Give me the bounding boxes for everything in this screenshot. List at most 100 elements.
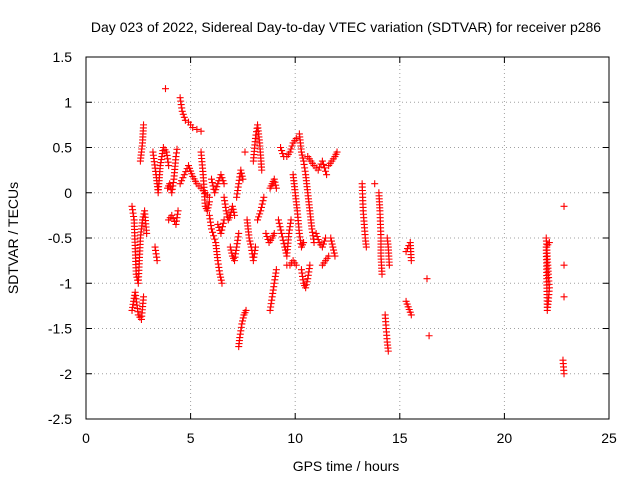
data-point (217, 229, 225, 237)
data-point (299, 154, 307, 162)
data-point (258, 200, 266, 208)
data-point (208, 175, 216, 183)
data-point (213, 183, 221, 191)
data-point (218, 174, 226, 182)
data-point (330, 246, 338, 254)
data-point (239, 317, 247, 325)
data-point (327, 237, 335, 245)
data-point (298, 151, 306, 159)
data-point (560, 261, 568, 269)
data-point (318, 157, 326, 165)
data-point (318, 243, 326, 251)
data-point (173, 145, 181, 153)
data-point (286, 148, 294, 156)
data-point (238, 169, 246, 177)
data-point (180, 113, 188, 121)
data-point (329, 243, 337, 251)
data-point (168, 211, 176, 219)
data-point (228, 202, 236, 210)
data-point (331, 252, 339, 260)
data-point (179, 110, 187, 118)
data-point (140, 293, 148, 301)
y-tick-label: 1.5 (53, 49, 73, 65)
data-point (214, 220, 222, 228)
gridlines (86, 57, 609, 419)
data-point (140, 121, 148, 129)
data-point (197, 127, 205, 135)
x-tick-label: 15 (392, 430, 408, 446)
data-point (214, 180, 222, 188)
data-point (560, 370, 568, 378)
data-point (218, 279, 226, 287)
x-tick-label: 20 (497, 430, 513, 446)
data-point (203, 207, 211, 215)
data-point (210, 232, 218, 240)
data-point (231, 211, 239, 219)
data-point (262, 229, 270, 237)
data-point (263, 232, 271, 240)
data-point (237, 166, 245, 174)
x-axis-ticks: 0 5 10 15 20 25 (82, 57, 617, 446)
data-point (235, 229, 243, 237)
data-point (279, 150, 287, 158)
data-point (325, 252, 333, 260)
x-tick-label: 5 (187, 430, 195, 446)
data-point (276, 223, 284, 231)
data-point (181, 116, 189, 124)
data-point (271, 178, 279, 186)
data-point (143, 229, 151, 237)
data-point (287, 216, 295, 224)
data-point (238, 320, 246, 328)
data-point (260, 193, 268, 201)
x-tick-label: 25 (601, 430, 617, 446)
data-point (302, 281, 310, 289)
data-point (226, 243, 234, 251)
data-point (205, 198, 213, 206)
data-point (254, 216, 262, 224)
y-tick-label: -2.5 (48, 411, 72, 427)
data-point (209, 182, 217, 190)
data-point (153, 257, 161, 265)
data-point (220, 180, 228, 188)
data-point (277, 226, 285, 234)
data-point (217, 171, 225, 179)
data-point (189, 124, 197, 132)
data-point (176, 180, 184, 188)
data-point (297, 148, 305, 156)
data-point (255, 213, 263, 221)
data-point (217, 276, 225, 284)
data-point (362, 243, 370, 251)
data-point (239, 175, 247, 183)
data-point (316, 163, 324, 171)
data-point (205, 201, 213, 209)
data-point (322, 167, 330, 175)
x-axis-label: GPS time / hours (293, 458, 400, 474)
data-point (256, 210, 264, 218)
y-tick-label: -2 (60, 366, 73, 382)
data-point (222, 207, 230, 215)
data-point (257, 207, 265, 215)
data-point (218, 226, 226, 234)
data-point (423, 275, 431, 283)
chart-title: Day 023 of 2022, Sidereal Day-to-day VTE… (91, 19, 601, 35)
data-point (216, 270, 224, 278)
data-point (302, 284, 310, 292)
data-point (274, 216, 282, 224)
data-point (228, 249, 236, 257)
data-point (251, 243, 259, 251)
data-point (217, 273, 225, 281)
data-point (246, 237, 254, 245)
data-point (328, 240, 336, 248)
data-point (312, 229, 320, 237)
data-point (327, 234, 335, 242)
data-point (278, 233, 286, 241)
data-point (288, 142, 296, 150)
data-point (179, 174, 187, 182)
data-point (270, 175, 278, 183)
data-point (320, 164, 328, 172)
data-point (223, 210, 231, 218)
data-point (330, 249, 338, 257)
data-point (323, 171, 331, 179)
data-point (208, 225, 216, 233)
data-point (292, 261, 300, 269)
